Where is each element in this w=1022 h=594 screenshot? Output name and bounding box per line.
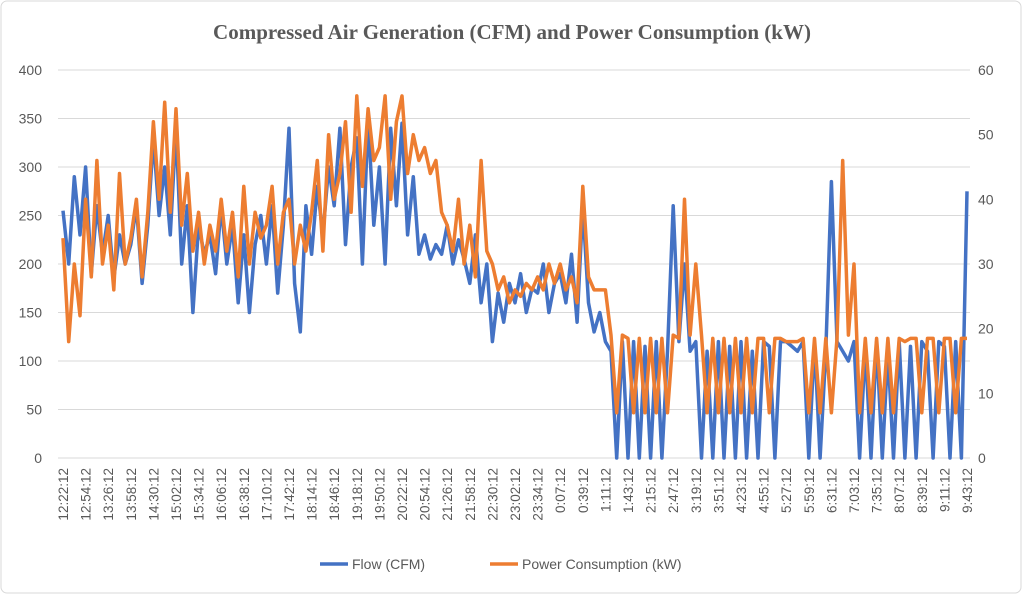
y-left-tick-label: 0: [34, 450, 42, 466]
x-tick-label: 1:11:12: [598, 468, 613, 512]
x-tick-label: 18:46:12: [327, 468, 342, 521]
y-left-tick-label: 400: [19, 62, 43, 78]
x-tick-label: 20:54:12: [418, 468, 433, 521]
x-tick-label: 6:31:12: [824, 468, 839, 513]
x-tick-label: 3:19:12: [689, 468, 704, 513]
x-tick-label: 9:43:12: [960, 468, 975, 513]
x-tick-label: 0:39:12: [576, 468, 591, 513]
x-tick-label: 17:42:12: [282, 468, 297, 521]
y-right-tick-label: 20: [978, 321, 994, 337]
x-tick-label: 12:22:12: [56, 468, 71, 521]
y-left-tick-label: 150: [19, 305, 43, 321]
y-left-tick-label: 300: [19, 159, 43, 175]
x-tick-label: 1:43:12: [621, 468, 636, 513]
x-tick-label: 23:34:12: [531, 468, 546, 521]
x-tick-label: 21:58:12: [463, 468, 478, 521]
x-tick-label: 5:59:12: [802, 468, 817, 513]
x-tick-label: 7:03:12: [847, 468, 862, 513]
y-right-tick-label: 10: [978, 385, 994, 401]
x-tick-label: 8:07:12: [892, 468, 907, 513]
x-tick-label: 19:50:12: [372, 468, 387, 521]
x-tick-label: 16:06:12: [214, 468, 229, 521]
x-tick-label: 15:34:12: [192, 468, 207, 521]
y-right-tick-label: 0: [978, 450, 986, 466]
x-tick-label: 5:27:12: [779, 468, 794, 513]
x-tick-label: 13:58:12: [124, 468, 139, 521]
y-right-tick-label: 50: [978, 127, 994, 143]
x-tick-label: 0:07:12: [553, 468, 568, 513]
x-tick-label: 18:14:12: [305, 468, 320, 521]
x-tick-label: 19:18:12: [350, 468, 365, 521]
x-tick-label: 4:55:12: [757, 468, 772, 513]
x-tick-label: 14:30:12: [146, 468, 161, 521]
y-right-tick-label: 30: [978, 256, 994, 272]
y-left-tick-label: 50: [26, 402, 42, 418]
series-line-power: [61, 94, 967, 415]
x-tick-label: 9:11:12: [937, 468, 952, 512]
y-right-tick-label: 60: [978, 62, 994, 78]
y-left-tick-label: 200: [19, 256, 43, 272]
legend-label-flow: Flow (CFM): [352, 556, 425, 572]
x-tick-label: 15:02:12: [169, 468, 184, 521]
x-tick-label: 22:30:12: [485, 468, 500, 521]
x-tick-label: 17:10:12: [259, 468, 274, 521]
x-tick-label: 13:26:12: [101, 468, 116, 521]
legend: Flow (CFM) Power Consumption (kW): [320, 556, 682, 572]
y-left-tick-label: 350: [19, 111, 43, 127]
x-tick-label: 16:38:12: [237, 468, 252, 521]
y-left-tick-label: 250: [19, 208, 43, 224]
x-tick-label: 12:54:12: [79, 468, 94, 521]
x-tick-label: 8:39:12: [915, 468, 930, 513]
y-left-tick-label: 100: [19, 353, 43, 369]
y-right-tick-label: 40: [978, 191, 994, 207]
chart-title: Compressed Air Generation (CFM) and Powe…: [213, 20, 811, 44]
x-tick-label: 23:02:12: [508, 468, 523, 521]
x-tick-label: 2:47:12: [666, 468, 681, 513]
x-tick-label: 4:23:12: [734, 468, 749, 513]
x-tick-label: 3:51:12: [711, 468, 726, 513]
legend-label-power: Power Consumption (kW): [522, 556, 682, 572]
x-tick-label: 7:35:12: [870, 468, 885, 513]
x-tick-label: 2:15:12: [644, 468, 659, 513]
x-tick-label: 20:22:12: [395, 468, 410, 521]
x-tick-label: 21:26:12: [440, 468, 455, 521]
